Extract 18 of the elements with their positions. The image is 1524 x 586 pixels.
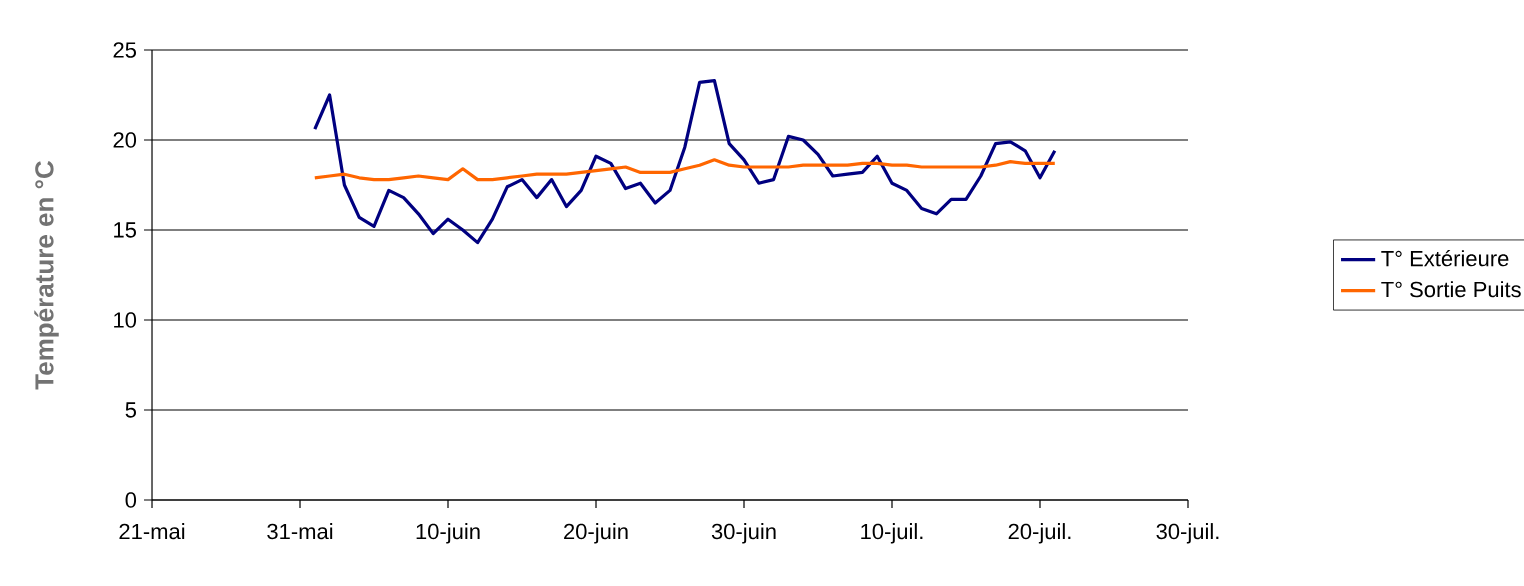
x-tick-label: 10-juil. [861,523,923,544]
y-tick-label: 20 [113,132,137,148]
y-tick-label: 5 [125,402,136,418]
y-axis-title: Température en °C [34,160,59,390]
x-tick-label: 20-juin [564,523,628,544]
legend-label: T° Sortie Puits [1381,281,1521,298]
legend-label: T° Extérieure [1381,249,1509,267]
x-tick-label: 30-juil. [1156,523,1219,544]
y-tick-label: 25 [113,42,136,58]
x-tick-label: 10-juin [416,523,480,544]
x-tick-label: 30-juin [711,523,776,544]
y-tick-label: 10 [114,312,137,328]
x-tick-label: 20-juil. [1008,523,1071,544]
y-tick-label: 15 [114,222,136,238]
y-tick-label: 0 [125,492,137,508]
line-series [313,79,1057,245]
x-tick-label: 21-mai [119,523,185,540]
x-tick-label: 31-mai [267,523,333,540]
